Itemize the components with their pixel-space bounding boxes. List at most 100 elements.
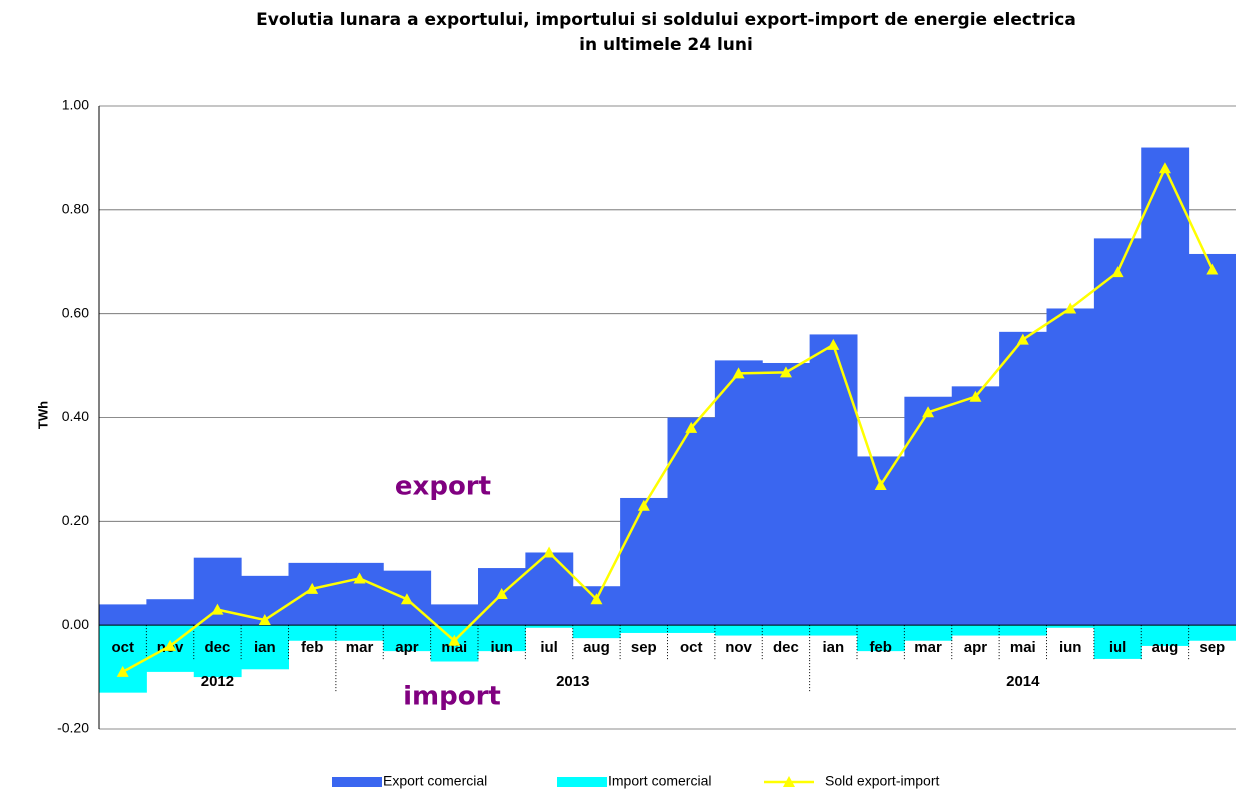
line-marker bbox=[732, 367, 745, 379]
x-tick-label: iul bbox=[1109, 639, 1127, 656]
x-tick-label: mai bbox=[441, 639, 467, 656]
year-label: 2012 bbox=[201, 673, 234, 690]
annotation: import bbox=[403, 682, 501, 712]
bar bbox=[1141, 147, 1190, 626]
bar bbox=[667, 417, 716, 626]
x-tick-label: dec bbox=[773, 639, 799, 656]
legend-swatch bbox=[557, 777, 607, 787]
legend-marker bbox=[783, 776, 795, 787]
bar bbox=[478, 625, 526, 652]
bar bbox=[762, 362, 811, 626]
chart-subtitle: in ultimele 24 luni bbox=[579, 35, 753, 55]
y-tick-label: 0.60 bbox=[62, 304, 89, 320]
bar bbox=[430, 604, 479, 626]
line-marker bbox=[1016, 333, 1029, 345]
x-tick-label: nov bbox=[725, 639, 752, 656]
bar bbox=[1046, 625, 1095, 628]
x-tick-label: oct bbox=[680, 639, 703, 656]
x-tick-label: iul bbox=[540, 639, 558, 656]
bar bbox=[999, 625, 1047, 636]
bar bbox=[335, 625, 384, 641]
x-tick-label: iun bbox=[490, 639, 513, 656]
chart-title: Evolutia lunara a exportului, importului… bbox=[256, 10, 1076, 30]
x-tick-label: feb bbox=[869, 639, 892, 656]
x-tick-label: mar bbox=[914, 639, 942, 656]
bar bbox=[999, 331, 1047, 626]
line-marker bbox=[116, 665, 129, 677]
line-marker bbox=[306, 582, 319, 594]
bar bbox=[1093, 238, 1142, 626]
line-marker bbox=[1206, 263, 1219, 275]
line-marker bbox=[543, 546, 556, 558]
bar bbox=[1093, 625, 1142, 659]
legend-label: Sold export-import bbox=[825, 773, 939, 789]
x-tick-label: iun bbox=[1059, 639, 1082, 656]
year-label: 2013 bbox=[556, 673, 589, 690]
bar bbox=[99, 604, 147, 626]
legend-label: Export comercial bbox=[383, 773, 487, 789]
bar bbox=[667, 625, 716, 633]
x-tick-label: mar bbox=[346, 639, 374, 656]
annotation: export bbox=[395, 472, 491, 502]
bar bbox=[288, 562, 337, 626]
bar bbox=[193, 557, 242, 626]
bar bbox=[904, 396, 953, 626]
legend-label: Import comercial bbox=[608, 773, 711, 789]
line-marker bbox=[353, 572, 366, 584]
line bbox=[122, 165, 1214, 673]
legend-swatch bbox=[332, 777, 382, 787]
line-marker bbox=[922, 406, 935, 418]
line-marker bbox=[779, 366, 792, 378]
y-tick-label: 0.80 bbox=[62, 201, 89, 217]
bar bbox=[904, 625, 953, 641]
bar bbox=[857, 625, 905, 652]
bar bbox=[714, 360, 763, 626]
bar bbox=[1188, 253, 1236, 626]
line-marker bbox=[258, 613, 271, 625]
y-axis-label: TWh bbox=[35, 401, 50, 429]
bar bbox=[335, 562, 384, 626]
y-tick-label: 0.40 bbox=[62, 408, 89, 424]
line-marker bbox=[685, 421, 698, 433]
bar bbox=[809, 625, 858, 636]
bar bbox=[383, 625, 432, 652]
year-label: 2014 bbox=[1006, 673, 1040, 690]
bar bbox=[951, 386, 1000, 626]
line-marker bbox=[590, 593, 603, 605]
bar bbox=[714, 625, 763, 636]
line-marker bbox=[495, 588, 508, 600]
x-tick-label: apr bbox=[395, 639, 419, 656]
line-marker bbox=[448, 634, 461, 646]
bar bbox=[193, 625, 242, 678]
x-tick-label: apr bbox=[964, 639, 988, 656]
bar bbox=[99, 625, 147, 693]
line-marker bbox=[400, 593, 413, 605]
bar bbox=[146, 599, 195, 626]
line-marker bbox=[874, 478, 887, 490]
y-tick-label: 1.00 bbox=[62, 97, 89, 113]
bar bbox=[525, 552, 574, 626]
line-marker bbox=[1158, 162, 1171, 174]
bar bbox=[620, 497, 668, 626]
line-marker bbox=[827, 338, 840, 350]
y-tick-label: 0.20 bbox=[62, 512, 89, 528]
bar bbox=[809, 334, 858, 626]
line-marker bbox=[969, 390, 982, 402]
x-tick-label: aug bbox=[1152, 639, 1179, 656]
bar bbox=[288, 625, 337, 641]
bar bbox=[1141, 625, 1190, 646]
bar bbox=[620, 625, 668, 633]
x-tick-label: sep bbox=[631, 639, 657, 656]
bar bbox=[1046, 308, 1095, 626]
bar bbox=[572, 586, 621, 626]
y-tick-label: -0.20 bbox=[57, 720, 89, 736]
x-tick-label: ian bbox=[822, 639, 844, 656]
line-marker bbox=[1111, 266, 1124, 278]
x-tick-label: oct bbox=[111, 639, 134, 656]
line-marker bbox=[1064, 302, 1077, 314]
bar bbox=[1188, 625, 1236, 641]
bar bbox=[951, 625, 1000, 636]
y-tick-label: 0.00 bbox=[62, 616, 89, 632]
x-tick-label: dec bbox=[205, 639, 231, 656]
